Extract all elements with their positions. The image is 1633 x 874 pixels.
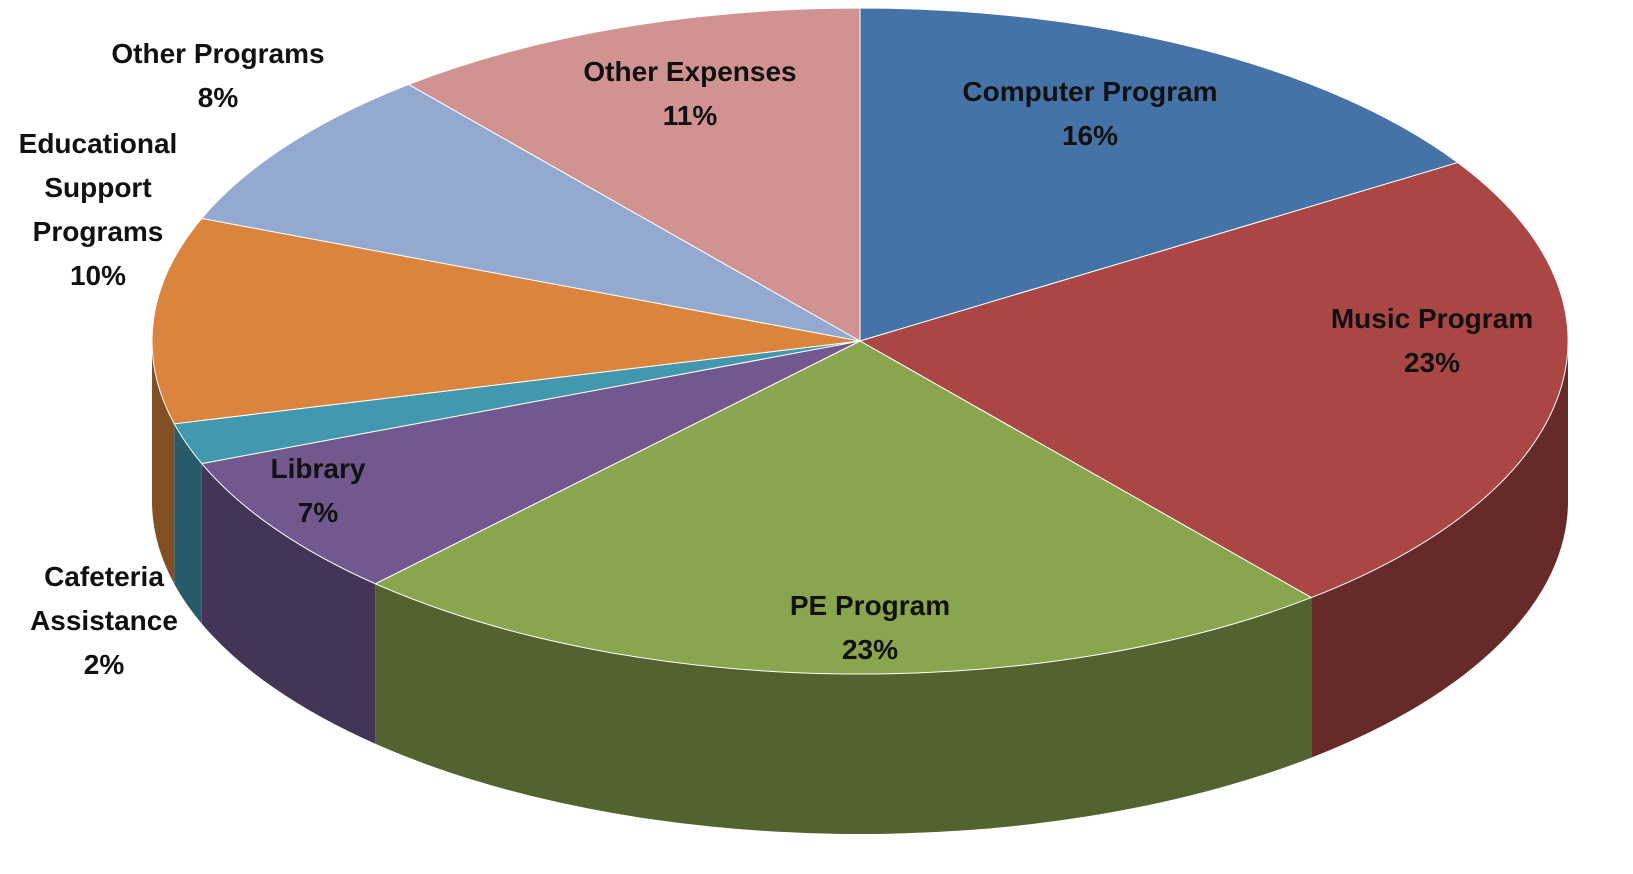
slice-label: PE Program 23% — [720, 584, 1020, 672]
slice-label: Other Expenses 11% — [540, 50, 840, 138]
value-label: 11% — [662, 100, 718, 131]
value-label: 16% — [1061, 120, 1119, 151]
slice-side — [174, 423, 202, 624]
slice-label: Other Programs 8% — [68, 32, 368, 120]
category-label: Other Expenses — [583, 56, 797, 87]
value-label: 8% — [197, 82, 239, 113]
slice-label: Music Program 23% — [1302, 297, 1562, 385]
slice-side — [1311, 341, 1568, 758]
slice-side — [375, 583, 1312, 835]
slice — [200, 83, 861, 342]
category-label: Library — [270, 453, 366, 484]
value-label: 2% — [83, 649, 125, 680]
category-label: Cafeteria Assistance — [30, 561, 178, 636]
slice — [858, 162, 1569, 599]
slice — [859, 7, 1459, 342]
category-label: Other Programs — [111, 38, 325, 69]
slice — [407, 7, 861, 342]
slice-side — [152, 341, 175, 584]
slice-label: Computer Program 16% — [930, 70, 1250, 158]
value-label: 7% — [297, 497, 339, 528]
value-label: 23% — [841, 634, 899, 665]
category-label: Computer Program — [962, 76, 1218, 107]
slice-label: Library 7% — [218, 447, 418, 535]
slice — [151, 217, 861, 425]
value-label: 23% — [1403, 347, 1461, 378]
category-label: Educational Support Programs — [18, 128, 178, 247]
slice — [374, 340, 1313, 675]
slice-label: Educational Support Programs 10% — [3, 122, 193, 298]
value-label: 10% — [69, 260, 127, 291]
slice-label: Cafeteria Assistance 2% — [9, 555, 199, 687]
pie-sides — [152, 341, 1568, 835]
category-label: PE Program — [789, 590, 951, 621]
slice — [200, 340, 861, 585]
pie-tops — [151, 7, 1569, 675]
category-label: Music Program — [1330, 303, 1534, 334]
slice-side — [201, 463, 376, 744]
